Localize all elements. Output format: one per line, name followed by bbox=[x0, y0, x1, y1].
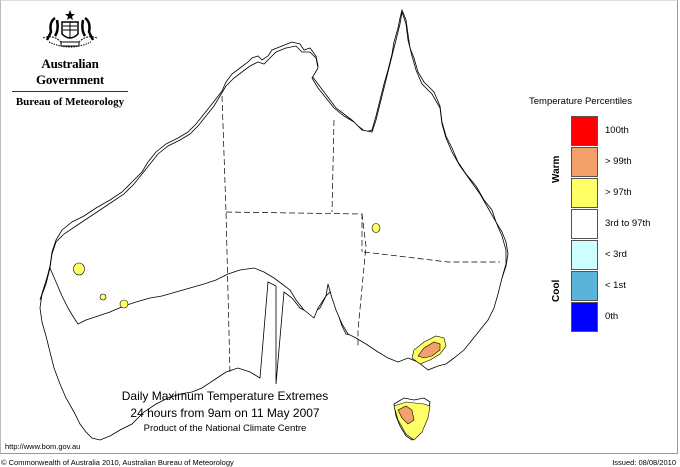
legend-title: Temperature Percentiles bbox=[529, 96, 632, 107]
cool-label: Cool bbox=[551, 279, 562, 302]
legend-swatch bbox=[571, 116, 598, 146]
divider bbox=[12, 91, 128, 92]
legend-swatch bbox=[571, 209, 598, 239]
issued-date: Issued: 08/08/2010 bbox=[612, 458, 676, 467]
state-borders bbox=[221, 95, 500, 375]
legend-swatch bbox=[571, 147, 598, 177]
map-frame bbox=[0, 0, 678, 454]
legend-label: 100th bbox=[605, 125, 629, 136]
map-title: Daily Maximum Temperature Extremes bbox=[121, 389, 329, 403]
bom-url-link[interactable]: http://www.bom.gov.au bbox=[5, 442, 81, 451]
legend-label: < 1st bbox=[605, 280, 626, 291]
legend-swatch bbox=[571, 302, 598, 332]
warm-label: Warm bbox=[551, 155, 562, 183]
agency-name: Bureau of Meteorology bbox=[15, 96, 125, 108]
legend-label: > 97th bbox=[605, 187, 632, 198]
legend-label: 3rd to 97th bbox=[605, 218, 651, 229]
org-name: Australian Government bbox=[35, 56, 105, 87]
legend-label: 0th bbox=[605, 311, 619, 322]
legend-label: > 99th bbox=[605, 156, 632, 167]
legend-label: < 3rd bbox=[605, 249, 627, 260]
legend-swatch bbox=[571, 271, 598, 301]
hotspots bbox=[73, 223, 447, 441]
legend-swatch bbox=[571, 240, 598, 270]
bom-logo: Australian Government Bureau of Meteorol… bbox=[10, 8, 130, 108]
map-product: Product of the National Climate Centre bbox=[143, 423, 307, 434]
coat-of-arms-icon bbox=[42, 10, 98, 48]
legend-swatch bbox=[571, 178, 598, 208]
map-period: 24 hours from 9am on 11 May 2007 bbox=[130, 406, 320, 420]
copyright: © Commonwealth of Australia 2010, Austra… bbox=[1, 458, 234, 467]
